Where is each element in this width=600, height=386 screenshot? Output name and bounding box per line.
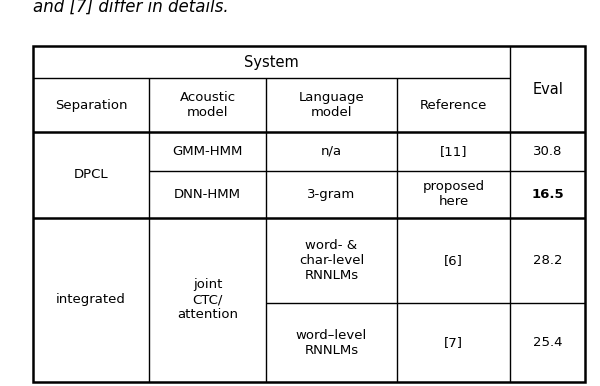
Text: integrated: integrated	[56, 293, 126, 306]
Text: Acoustic
model: Acoustic model	[179, 91, 236, 119]
Text: System: System	[244, 55, 299, 70]
Text: [7]: [7]	[444, 336, 463, 349]
Text: Language
model: Language model	[299, 91, 364, 119]
Text: [6]: [6]	[444, 254, 463, 267]
Text: 30.8: 30.8	[533, 145, 562, 158]
Text: proposed
here: proposed here	[422, 180, 485, 208]
Text: 28.2: 28.2	[533, 254, 562, 267]
Text: n/a: n/a	[321, 145, 342, 158]
Text: joint
CTC/
attention: joint CTC/ attention	[177, 278, 238, 322]
Text: 3-gram: 3-gram	[307, 188, 356, 201]
Text: 25.4: 25.4	[533, 336, 562, 349]
Text: Separation: Separation	[55, 98, 127, 112]
Text: DPCL: DPCL	[74, 168, 109, 181]
Text: word–level
RNNLMs: word–level RNNLMs	[296, 329, 367, 357]
Text: DNN-HMM: DNN-HMM	[174, 188, 241, 201]
Text: GMM-HMM: GMM-HMM	[172, 145, 243, 158]
Text: and [7] differ in details.: and [7] differ in details.	[33, 0, 229, 15]
Text: Reference: Reference	[420, 98, 487, 112]
Text: [11]: [11]	[440, 145, 467, 158]
Text: word- &
char-level
RNNLMs: word- & char-level RNNLMs	[299, 239, 364, 282]
Text: Eval: Eval	[532, 81, 563, 96]
Text: 16.5: 16.5	[532, 188, 564, 201]
